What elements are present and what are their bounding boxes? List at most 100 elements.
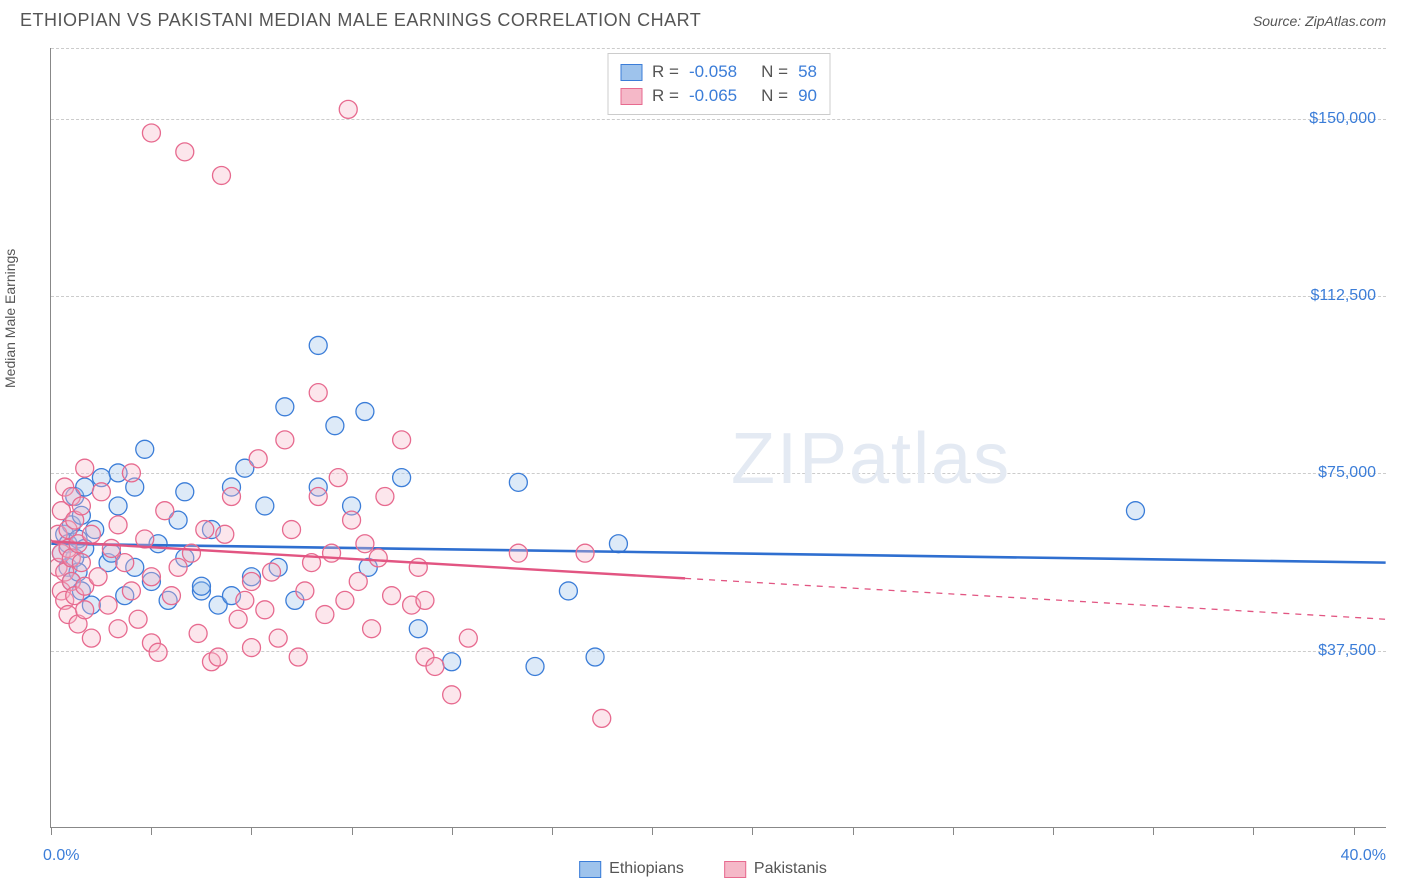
data-point	[149, 643, 167, 661]
legend-row: R = -0.065 N = 90	[620, 84, 817, 108]
data-point	[269, 629, 287, 647]
data-point	[263, 563, 281, 581]
data-point	[222, 488, 240, 506]
x-tick	[352, 827, 353, 835]
data-point	[309, 488, 327, 506]
data-point	[122, 464, 140, 482]
data-point	[349, 573, 367, 591]
data-point	[393, 431, 411, 449]
series-legend: Ethiopians Pakistanis	[579, 860, 827, 878]
data-point	[459, 629, 477, 647]
data-point	[336, 591, 354, 609]
x-tick	[51, 827, 52, 835]
trend-line-extrapolated	[685, 578, 1386, 619]
x-tick	[151, 827, 152, 835]
data-point	[92, 483, 110, 501]
data-point	[339, 100, 357, 118]
plot-area: ZIPatlas $37,500$75,000$112,500$150,000 …	[50, 48, 1386, 828]
data-point	[82, 525, 100, 543]
r-label: R =	[652, 62, 679, 82]
data-point	[243, 639, 261, 657]
legend-swatch	[724, 861, 746, 878]
data-point	[82, 629, 100, 647]
data-point	[526, 657, 544, 675]
legend-swatch	[620, 88, 642, 105]
data-point	[363, 620, 381, 638]
data-point	[76, 601, 94, 619]
data-point	[216, 525, 234, 543]
data-point	[276, 431, 294, 449]
n-label: N =	[761, 62, 788, 82]
series-name: Ethiopians	[609, 860, 684, 878]
x-axis-end-label: 40.0%	[1341, 847, 1386, 865]
x-tick	[752, 827, 753, 835]
stats-legend: R = -0.058N = 58R = -0.065N = 90	[607, 53, 830, 115]
data-point	[593, 709, 611, 727]
data-point	[283, 521, 301, 539]
data-point	[176, 143, 194, 161]
data-point	[343, 511, 361, 529]
legend-row: R = -0.058N = 58	[620, 60, 817, 84]
data-point	[409, 620, 427, 638]
data-point	[122, 582, 140, 600]
x-tick	[1354, 827, 1355, 835]
r-label: R =	[652, 86, 679, 106]
data-point	[256, 601, 274, 619]
data-point	[576, 544, 594, 562]
data-point	[142, 124, 160, 142]
data-point	[229, 610, 247, 628]
data-point	[89, 568, 107, 586]
n-value: 58	[798, 62, 817, 82]
x-tick	[652, 827, 653, 835]
data-point	[509, 544, 527, 562]
r-value: -0.065	[689, 86, 737, 106]
data-point	[72, 497, 90, 515]
x-tick	[251, 827, 252, 835]
data-point	[376, 488, 394, 506]
data-point	[182, 544, 200, 562]
data-point	[102, 539, 120, 557]
data-point	[443, 653, 461, 671]
data-point	[323, 544, 341, 562]
data-point	[609, 535, 627, 553]
data-point	[209, 648, 227, 666]
data-point	[256, 497, 274, 515]
data-point	[109, 516, 127, 534]
n-label: N =	[761, 86, 788, 106]
data-point	[76, 459, 94, 477]
data-point	[1126, 502, 1144, 520]
data-point	[142, 568, 160, 586]
x-tick	[452, 827, 453, 835]
data-point	[176, 483, 194, 501]
chart-title: ETHIOPIAN VS PAKISTANI MEDIAN MALE EARNI…	[20, 10, 701, 31]
data-point	[99, 596, 117, 614]
data-point	[136, 440, 154, 458]
x-tick	[1053, 827, 1054, 835]
data-point	[156, 502, 174, 520]
series-name: Pakistanis	[754, 860, 827, 878]
data-point	[409, 558, 427, 576]
scatter-plot	[51, 48, 1386, 827]
data-point	[276, 398, 294, 416]
data-point	[109, 497, 127, 515]
x-tick	[552, 827, 553, 835]
data-point	[243, 573, 261, 591]
y-axis-label: Median Male Earnings	[2, 249, 18, 388]
data-point	[369, 549, 387, 567]
data-point	[289, 648, 307, 666]
data-point	[129, 610, 147, 628]
data-point	[196, 521, 214, 539]
data-point	[189, 624, 207, 642]
data-point	[309, 384, 327, 402]
data-point	[296, 582, 314, 600]
data-point	[192, 577, 210, 595]
data-point	[162, 587, 180, 605]
data-point	[309, 336, 327, 354]
data-point	[443, 686, 461, 704]
x-tick	[953, 827, 954, 835]
x-axis-start-label: 0.0%	[43, 847, 79, 865]
x-tick	[1153, 827, 1154, 835]
legend-swatch	[579, 861, 601, 878]
legend-item: Pakistanis	[724, 860, 827, 878]
n-value: 90	[798, 86, 817, 106]
